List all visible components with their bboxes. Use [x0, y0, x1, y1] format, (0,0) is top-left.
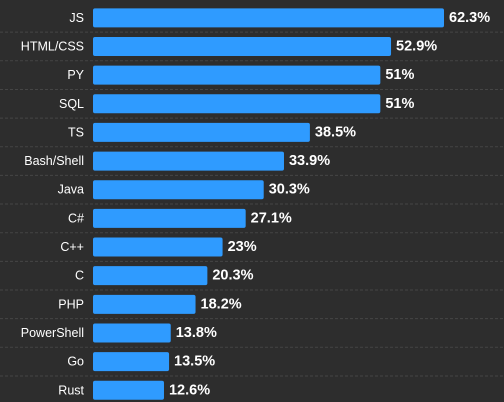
value-label: 12.6% [169, 382, 210, 398]
category-label: JS [69, 11, 84, 25]
value-label: 38.5% [315, 124, 356, 140]
bar-row: HTML/CSS 52.9% [0, 36, 504, 62]
bar-row: PHP 18.2% [0, 294, 504, 320]
bar-row: C++ 23% [0, 237, 504, 262]
bar-row: PY 51% [0, 65, 504, 90]
bar-row: Bash/Shell 33.9% [0, 151, 504, 176]
value-label: 52.9% [396, 38, 437, 54]
bar [93, 323, 171, 343]
category-label: PHP [58, 297, 84, 311]
bar [93, 237, 223, 257]
bar [93, 151, 284, 171]
bar [93, 208, 246, 228]
category-label: Java [58, 183, 84, 197]
bar-row: TS 38.5% [0, 122, 504, 148]
category-label: SQL [59, 97, 84, 111]
bar-row: Rust 12.6% [58, 380, 210, 400]
bar [93, 294, 196, 314]
value-label: 30.3% [269, 182, 310, 198]
value-label: 33.9% [289, 153, 330, 169]
category-label: C# [68, 211, 84, 225]
bar-row: Go 13.5% [0, 352, 504, 377]
bar-row: JS 62.3% [0, 8, 504, 33]
bar-row: PowerShell 13.8% [0, 323, 504, 348]
value-label: 18.2% [201, 296, 242, 312]
category-label: C [75, 269, 84, 283]
value-label: 23% [228, 239, 257, 255]
category-label: Go [67, 355, 84, 369]
category-label: TS [68, 125, 84, 139]
bar-row: C# 27.1% [0, 208, 504, 234]
bar [93, 266, 208, 286]
bar [93, 65, 381, 85]
bar [93, 94, 381, 114]
value-label: 13.8% [176, 325, 217, 341]
value-label: 51% [385, 96, 414, 112]
bar [93, 8, 444, 28]
value-label: 20.3% [212, 268, 253, 284]
bar [93, 352, 170, 372]
bar-row: SQL 51% [0, 94, 504, 119]
bar [93, 36, 392, 56]
value-label: 27.1% [251, 210, 292, 226]
category-label: HTML/CSS [21, 39, 84, 53]
bar-row: Java 30.3% [0, 180, 504, 205]
category-label: PY [67, 68, 84, 82]
bar [93, 122, 310, 142]
bar-row: C 20.3% [0, 266, 504, 291]
value-label: 51% [385, 67, 414, 83]
value-label: 62.3% [449, 10, 490, 26]
category-label: C++ [60, 240, 84, 254]
category-label: Rust [58, 383, 84, 397]
bar [93, 380, 164, 400]
value-label: 13.5% [174, 354, 215, 370]
bar [93, 180, 264, 200]
category-label: PowerShell [21, 326, 84, 340]
category-label: Bash/Shell [24, 154, 84, 168]
